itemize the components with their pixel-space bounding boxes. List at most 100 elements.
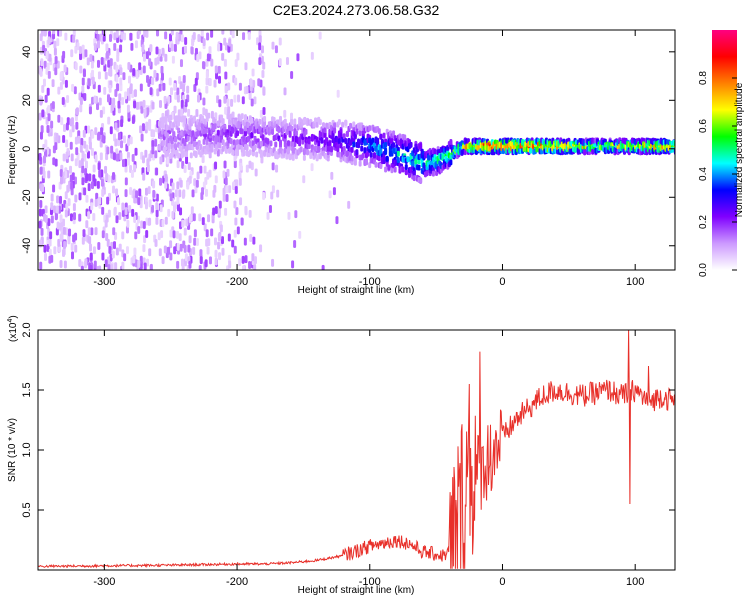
spectrogram-cell — [329, 146, 333, 153]
spectrogram-cell — [283, 147, 287, 154]
spectrogram-cell — [90, 60, 94, 69]
spectrogram-cell — [258, 118, 262, 125]
spectrogram-cell — [114, 122, 118, 131]
spectrogram-cell — [184, 36, 188, 45]
spectrogram-y-tick-label: 0 — [21, 146, 33, 152]
spectrogram-cell — [138, 30, 142, 35]
spectrogram-cell — [227, 82, 231, 91]
spectrogram-cell — [355, 128, 359, 135]
spectrogram-cell — [449, 139, 453, 146]
snr-x-label: Height of straight line (km) — [298, 585, 415, 596]
snr-multiplier-label: (x104) — [7, 315, 19, 342]
spectrogram-cell — [50, 215, 54, 224]
spectrogram-cell — [302, 117, 306, 124]
spectrogram-cell — [128, 75, 132, 84]
spectrogram-cell — [358, 160, 362, 167]
spectrogram-cell — [76, 42, 80, 51]
spectrogram-cell — [217, 65, 221, 74]
spectrogram-cell — [171, 55, 175, 64]
spectrogram-cell — [96, 102, 100, 111]
spectrogram-cell — [262, 61, 266, 70]
spectrogram-cell — [109, 253, 113, 262]
spectrogram-cell — [236, 139, 240, 146]
spectrogram-cell — [42, 170, 46, 179]
spectrogram-cell — [148, 58, 152, 67]
spectrogram-cell — [187, 108, 191, 117]
spectrogram-cell — [431, 170, 435, 177]
spectrogram-cell — [202, 38, 206, 47]
spectrogram-cell — [169, 33, 173, 42]
spectrogram-cell — [361, 152, 365, 159]
spectrogram-cell — [142, 53, 146, 62]
spectrogram-cell — [296, 53, 300, 62]
spectrogram-cell — [147, 186, 151, 195]
spectrogram-cell — [173, 204, 177, 213]
spectrogram-cell — [333, 127, 337, 134]
spectrogram-cell — [183, 117, 187, 124]
spectrogram-cell — [59, 260, 63, 269]
spectrogram-cell — [107, 209, 111, 218]
spectrogram-cell — [160, 72, 164, 81]
spectrogram-cell — [285, 153, 289, 160]
spectrogram-cell — [65, 139, 69, 148]
spectrogram-cell — [43, 244, 47, 253]
spectrogram-cell — [214, 65, 218, 74]
spectrogram-cell — [271, 162, 275, 171]
spectrogram-cell — [164, 53, 168, 62]
spectrogram-cell — [204, 108, 208, 117]
spectrogram-cell — [94, 154, 98, 163]
spectrogram-cell — [95, 30, 99, 35]
spectrogram-cell — [170, 138, 174, 145]
spectrogram-cell — [59, 176, 63, 185]
spectrogram-cell — [189, 213, 193, 222]
spectrogram-cell — [238, 177, 242, 186]
spectrogram-cell — [70, 182, 74, 191]
spectrogram-cell — [306, 149, 310, 156]
spectrogram-cell — [101, 252, 105, 261]
spectrogram-cell — [278, 37, 282, 46]
spectrogram-cell — [66, 95, 70, 104]
spectrogram-cell — [74, 136, 78, 145]
spectrogram-cell — [97, 59, 101, 68]
spectrogram-cell — [417, 164, 421, 171]
spectrogram-cell — [107, 116, 111, 125]
spectrogram-cell — [218, 75, 222, 84]
spectrogram-cell — [177, 109, 181, 118]
spectrogram-cell — [112, 227, 116, 236]
spectrogram-cell — [90, 227, 94, 236]
spectrogram-cell — [243, 237, 247, 246]
spectrogram-cell — [115, 153, 119, 162]
spectrogram-cell — [236, 148, 240, 155]
spectrogram-cell — [188, 260, 192, 269]
snr-y-label: SNR (10 * v/v) — [7, 418, 18, 482]
spectrogram-cell — [286, 146, 290, 153]
spectrogram-cell — [62, 50, 66, 59]
spectrogram-cell — [321, 122, 325, 129]
spectrogram-cell — [264, 146, 268, 153]
spectrogram-cell — [113, 42, 117, 51]
spectrogram-cell — [140, 105, 144, 114]
spectrogram-cell — [427, 154, 431, 161]
spectrogram-cell — [213, 118, 217, 125]
spectrogram-cell — [177, 120, 181, 127]
spectrogram-cell — [290, 112, 294, 121]
spectrogram-cell — [337, 138, 341, 145]
spectrogram-cell — [51, 79, 55, 88]
spectrogram-cell — [119, 44, 123, 53]
spectrogram-cell — [92, 246, 96, 255]
spectrogram-cell — [210, 110, 214, 119]
spectrogram-cell — [393, 166, 397, 173]
spectrogram-cell — [68, 228, 72, 237]
spectrogram-cell — [57, 86, 61, 95]
spectrogram-cell — [205, 70, 209, 79]
spectrogram-cell — [225, 185, 229, 194]
spectrogram-cell — [104, 219, 108, 228]
spectrogram-cell — [171, 210, 175, 219]
spectrogram-cell — [167, 143, 171, 150]
spectrogram-cell — [235, 207, 239, 216]
spectrogram-cell — [288, 130, 292, 137]
spectrogram-cell — [232, 181, 236, 190]
spectrogram-cell — [218, 252, 222, 261]
spectrogram-cell — [49, 231, 53, 240]
spectrogram-cell — [253, 144, 257, 151]
